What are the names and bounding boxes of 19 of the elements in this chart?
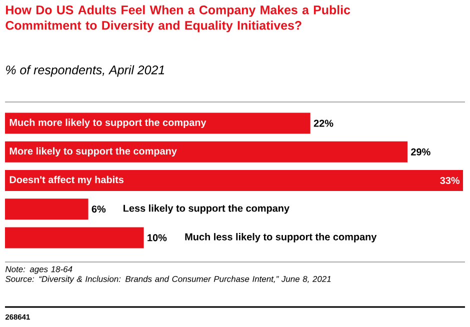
chart-subtitle: % of respondents, April 2021 [6, 65, 164, 77]
bar [5, 170, 464, 191]
bar [5, 227, 144, 248]
data-label: 29% [411, 148, 430, 156]
y-tick-label: Much less likely to support the company [185, 233, 377, 242]
chart-title: How Do US Adults Feel When a Company Makes a Public Commitment to Diversity and Equality Initiatives? [6, 5, 350, 32]
y-tick-label: Doesn't affect my habits [10, 176, 124, 186]
y-tick-label: Much more likely to support the company [10, 118, 206, 128]
bar [5, 141, 408, 162]
data-label: 22% [314, 120, 334, 127]
data-label: 6% [92, 206, 106, 213]
y-tick-label: More likely to support the company [10, 147, 177, 157]
bar [5, 198, 88, 220]
data-label: 33% [440, 176, 460, 184]
source-note: Source: “Diversity & Inclusion: Brands and Consumer Purchase Intent,” June 8, 2021 [5, 276, 331, 284]
y-tick-label: Less likely to support the company [124, 204, 290, 214]
text: Note: ages 18-64 [5, 266, 72, 274]
data-label: 10% [148, 234, 167, 242]
bar [5, 112, 310, 134]
